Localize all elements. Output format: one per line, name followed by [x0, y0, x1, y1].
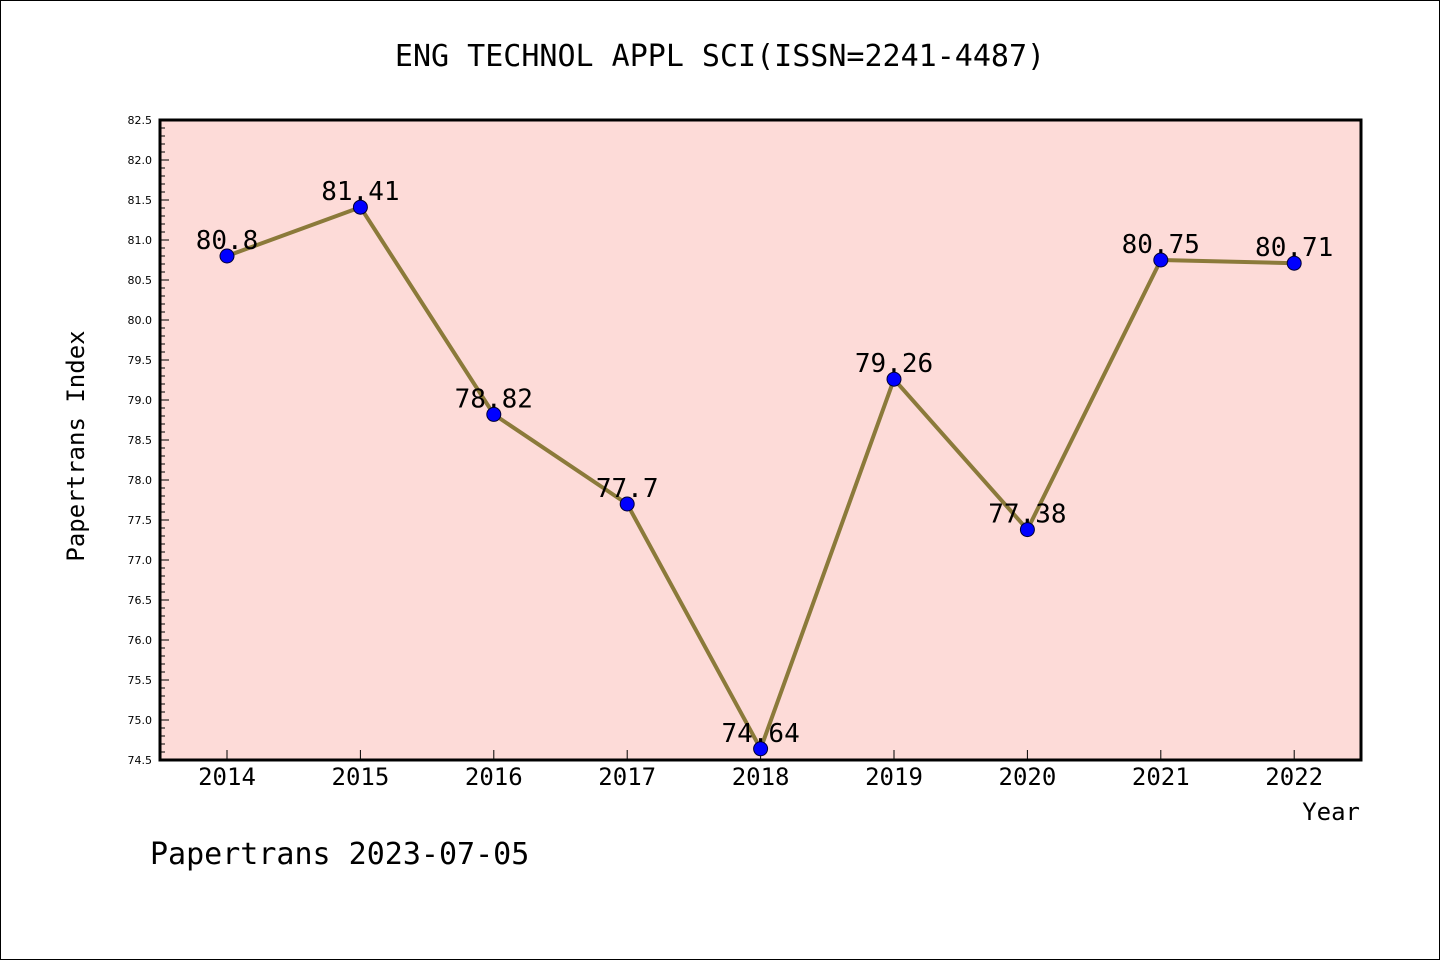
data-label: 80.8 — [196, 226, 259, 256]
x-tick-label: 2014 — [198, 763, 256, 791]
data-point — [219, 248, 235, 264]
y-tick-label: 76.0 — [128, 634, 153, 647]
y-tick-label: 80.0 — [128, 314, 153, 327]
data-label: 78.82 — [455, 384, 533, 414]
y-tick-label: 75.5 — [128, 674, 153, 687]
y-tick-label: 76.5 — [128, 594, 153, 607]
data-point — [1286, 255, 1302, 271]
y-tick-label: 79.0 — [128, 394, 153, 407]
data-point — [886, 371, 902, 387]
data-label: 79.26 — [855, 349, 933, 379]
y-tick-label: 81.5 — [128, 194, 153, 207]
y-axis-ticks: 74.5 75.0 75.5 76.0 76.5 77.0 77.5 78.0 78.5 79.0… — [128, 114, 169, 767]
data-labels: 80.8 81.41 78.82 77.7 74.64 79.26 77.38 80.75 80… — [196, 177, 1334, 749]
y-tick-label: 80.5 — [128, 274, 153, 287]
data-label: 77.7 — [596, 474, 659, 504]
data-label: 80.75 — [1122, 230, 1200, 260]
x-tick-label: 2020 — [999, 763, 1057, 791]
x-tick-label: 2016 — [465, 763, 523, 791]
data-point — [352, 199, 368, 215]
x-tick-label: 2018 — [732, 763, 790, 791]
y-tick-label: 78.0 — [128, 474, 153, 487]
data-label: 74.64 — [721, 719, 799, 749]
y-tick-label: 78.5 — [128, 434, 153, 447]
y-tick-label: 82.0 — [128, 154, 153, 167]
data-point — [619, 496, 635, 512]
y-tick-label: 74.5 — [128, 754, 153, 767]
data-label: 80.71 — [1255, 233, 1333, 263]
data-points — [219, 199, 1302, 757]
y-tick-label: 82.5 — [128, 114, 153, 127]
data-point — [1153, 252, 1169, 268]
y-tick-label: 75.0 — [128, 714, 153, 727]
x-axis-label: Year — [1302, 798, 1360, 826]
y-tick-label: 79.5 — [128, 354, 153, 367]
data-label: 81.41 — [321, 177, 399, 207]
plot-area — [158, 118, 1363, 762]
x-tick-label: 2021 — [1132, 763, 1190, 791]
chart-title: ENG TECHNOL APPL SCI(ISSN=2241-4487) — [395, 39, 1045, 74]
x-axis-ticks: 2014 2015 2016 2017 2018 2019 2020 2021 2022 — [198, 750, 1323, 791]
x-tick-label: 2022 — [1265, 763, 1323, 791]
y-axis-label: Papertrans Index — [62, 330, 90, 561]
footer-credit: Papertrans 2023-07-05 — [150, 837, 529, 872]
y-tick-label: 77.0 — [128, 554, 153, 567]
data-label: 77.38 — [988, 500, 1066, 530]
data-point — [1019, 522, 1035, 538]
data-point — [486, 406, 502, 422]
x-tick-label: 2017 — [598, 763, 656, 791]
y-tick-label: 77.5 — [128, 514, 153, 527]
y-tick-label: 81.0 — [128, 234, 153, 247]
x-tick-label: 2015 — [332, 763, 390, 791]
x-tick-label: 2019 — [865, 763, 923, 791]
data-point — [753, 741, 769, 757]
